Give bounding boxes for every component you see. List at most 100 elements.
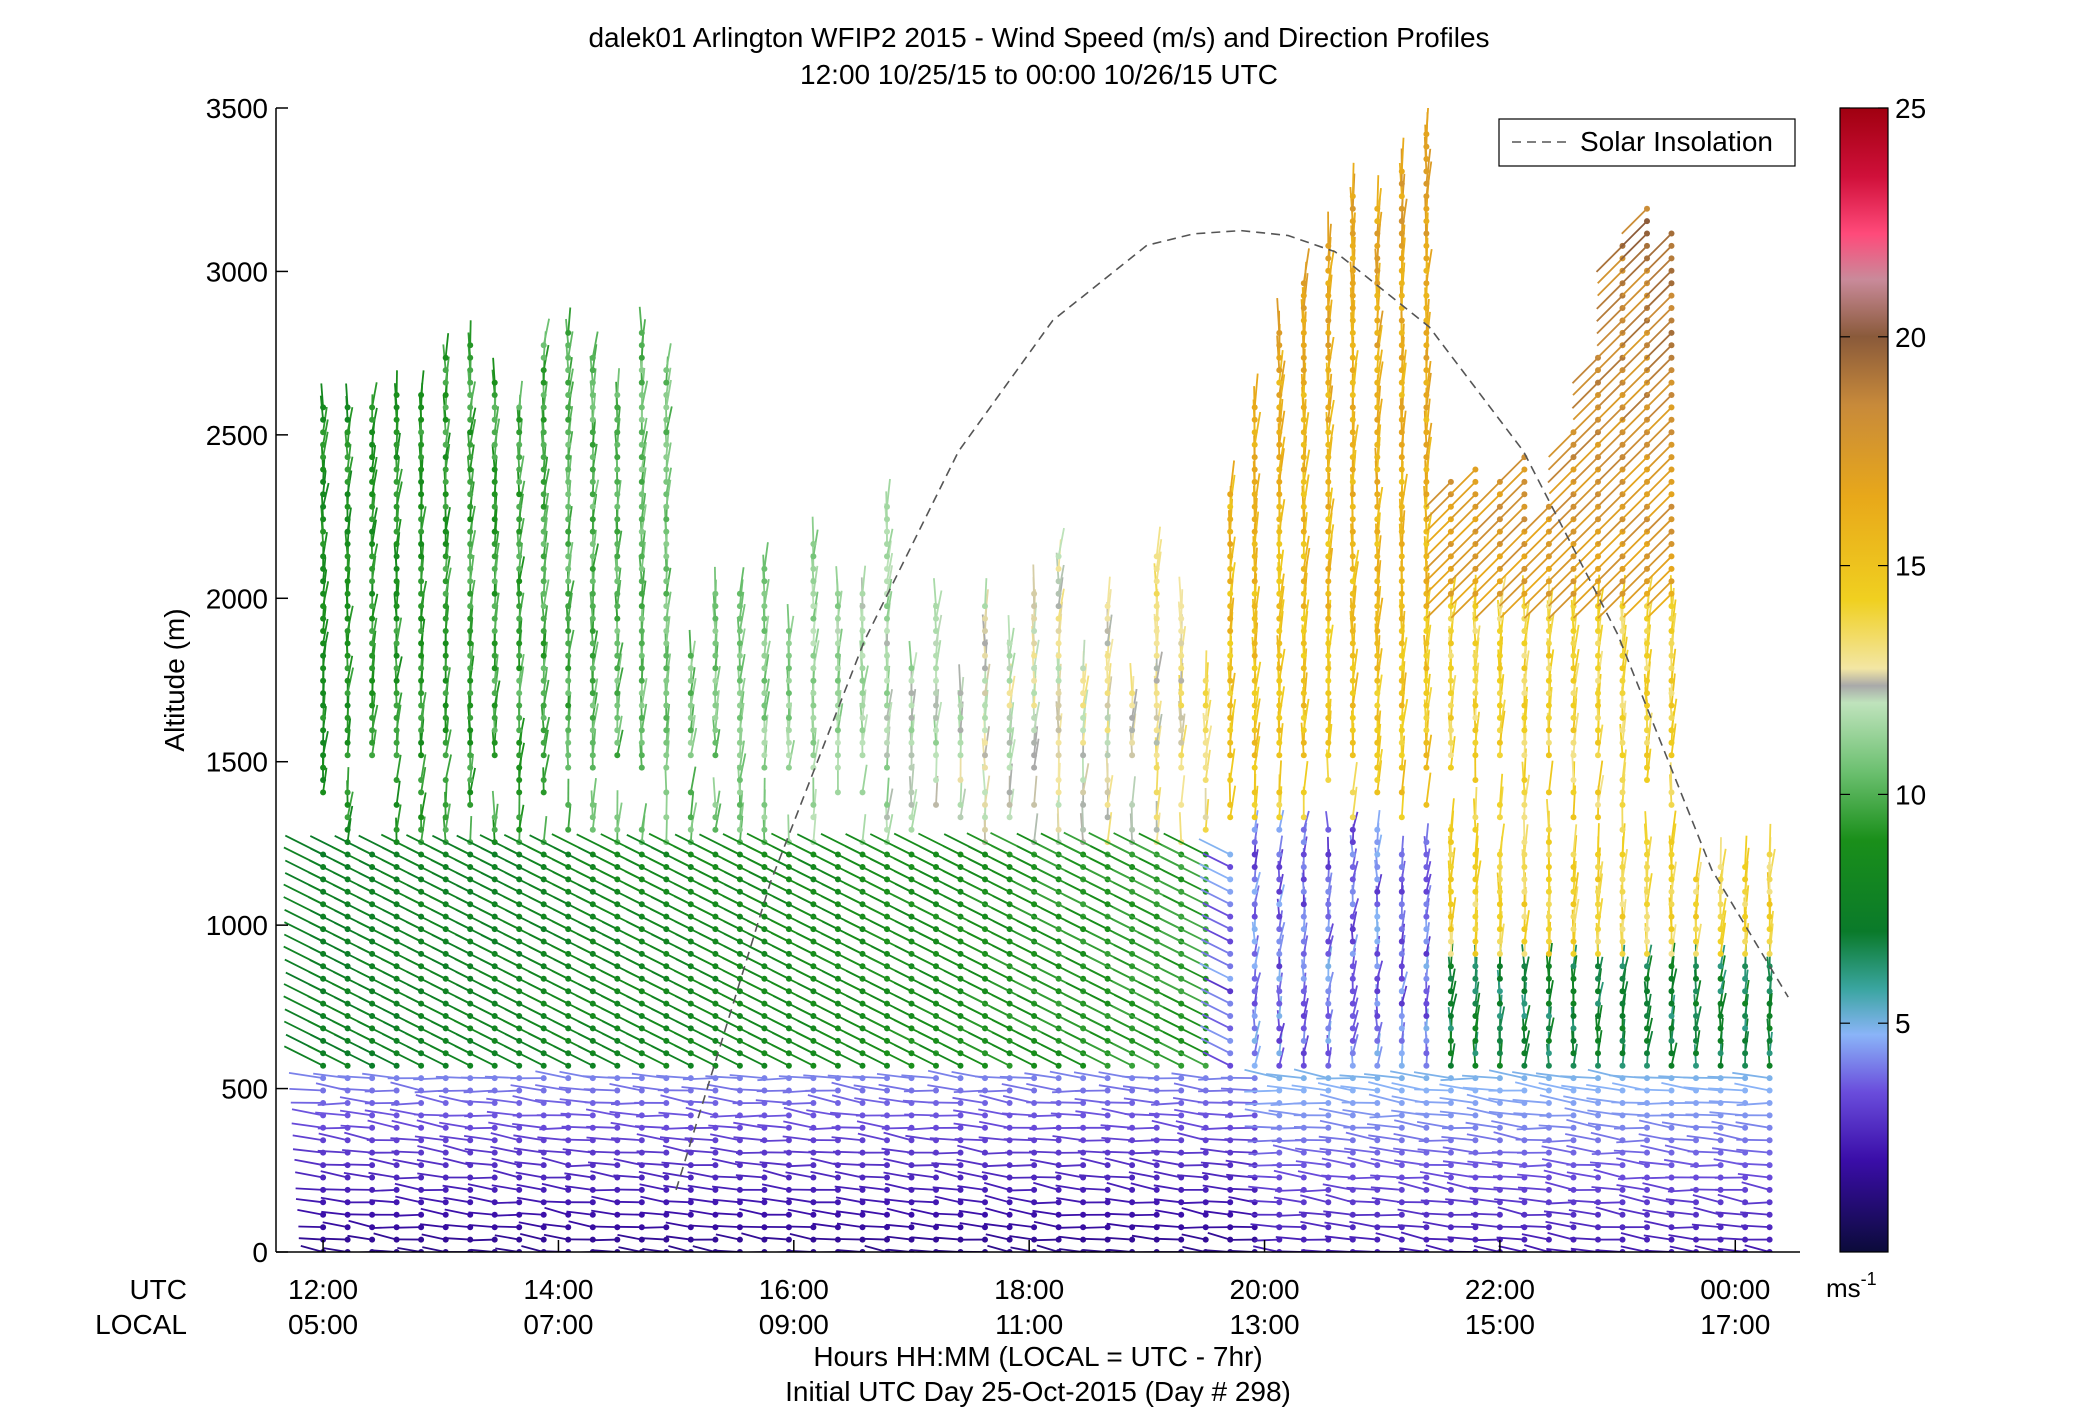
wind-barb-dot (859, 727, 866, 734)
wind-barb-dot (516, 727, 523, 734)
wind-barb-dot (1227, 652, 1234, 659)
wind-barb-dot (614, 416, 621, 423)
wind-barb (712, 777, 717, 805)
wind-barb-dot (1153, 789, 1160, 796)
wind-barb (763, 640, 771, 669)
wind-barb (292, 1134, 324, 1142)
wind-barb-dot (1202, 814, 1209, 821)
wind-barb-dot (320, 454, 327, 461)
wind-barb-dot (638, 441, 645, 448)
wind-barb-dot (1227, 565, 1234, 572)
wind-barb (929, 1114, 961, 1117)
wind-barb-dot (957, 1112, 964, 1119)
wind-barb-dot (467, 727, 474, 734)
wind-barb (590, 1170, 618, 1179)
wind-barb (321, 1210, 348, 1216)
wind-barb (518, 380, 523, 408)
wind-barb-dot (467, 739, 474, 746)
wind-barb (591, 1188, 618, 1192)
wind-barb-dot (516, 1062, 523, 1069)
wind-barb (1131, 1234, 1157, 1241)
wind-barb (340, 1124, 373, 1129)
wind-barb-dot (1080, 801, 1087, 808)
wind-barb-dot (1276, 379, 1283, 386)
wind-barb-dot (614, 1062, 621, 1069)
wind-barb-dot (442, 590, 449, 597)
wind-barb-dot (320, 590, 327, 597)
wind-barb-dot (491, 1162, 498, 1169)
wind-barb-dot (1349, 926, 1356, 933)
wind-barb-dot (1227, 901, 1234, 908)
wind-barb-dot (614, 1124, 621, 1131)
wind-barb-dot (834, 727, 841, 734)
wind-barb (568, 1220, 593, 1229)
wind-barb-dot (320, 528, 327, 535)
wind-barb-dot (1276, 1149, 1283, 1156)
wind-barb-dot (1104, 690, 1111, 697)
wind-barb-dot (589, 764, 596, 771)
wind-barb-dot (1031, 702, 1038, 709)
wind-barb (886, 478, 891, 507)
wind-barb-dot (1300, 628, 1307, 634)
wind-barb-dot (810, 565, 817, 572)
wind-barb-dot (565, 404, 572, 411)
wind-barb-dot (1227, 615, 1234, 622)
wind-barb (1276, 298, 1281, 333)
wind-barb-dot (1227, 628, 1234, 634)
wind-barb-dot (1031, 1062, 1038, 1069)
wind-barb-dot (1349, 1000, 1356, 1007)
wind-barb (368, 1171, 397, 1179)
wind-barb-dot (516, 441, 523, 448)
wind-barb-dot (1006, 764, 1013, 771)
wind-barb-dot (712, 665, 719, 672)
wind-barb-dot (344, 1062, 351, 1069)
wind-barb-dot (393, 1062, 400, 1069)
wind-barb (300, 1245, 324, 1252)
wind-barb-dot (393, 752, 400, 759)
wind-barb-dot (1080, 777, 1087, 783)
wind-barb-dot (589, 367, 596, 374)
wind-barb (689, 766, 697, 793)
wind-barb-dot (614, 392, 621, 398)
wind-barb (334, 1046, 373, 1067)
wind-barb (319, 1163, 348, 1166)
wind-barb (636, 1133, 667, 1142)
wind-barb-dot (589, 541, 596, 547)
wind-barb (699, 1044, 741, 1067)
wind-barb-dot (467, 764, 474, 771)
wind-barb-dot (491, 1211, 498, 1218)
wind-barb (821, 1044, 863, 1067)
wind-barb-dot (712, 801, 719, 808)
wind-barb-dot (1178, 1100, 1185, 1106)
wind-barb (373, 1232, 397, 1241)
wind-barb-dot (614, 615, 621, 622)
wind-barb-dot (516, 652, 523, 659)
wind-barb (469, 1224, 495, 1229)
wind-barb-dot (785, 727, 792, 734)
wind-barb-dot (320, 429, 327, 436)
wind-barb (320, 383, 324, 408)
wind-barb-dot (687, 789, 694, 796)
wind-barb-dot (736, 677, 743, 684)
wind-barb-dot (834, 1087, 841, 1094)
wind-barb-dot (344, 801, 351, 808)
wind-barb-dot (1300, 454, 1307, 461)
wind-barb-dot (369, 565, 376, 572)
wind-barb-dot (1300, 367, 1307, 374)
wind-barb (444, 1224, 471, 1229)
wind-barb-dot (393, 615, 400, 622)
wind-barb-dot (884, 826, 890, 833)
wind-barb (616, 368, 620, 396)
wind-barb-dot (565, 801, 572, 808)
wind-barb-dot (736, 1062, 743, 1069)
wind-barb (1033, 775, 1038, 805)
wind-barb-dot (638, 764, 645, 771)
wind-barb (591, 331, 599, 358)
wind-barb-dot (320, 727, 327, 734)
wind-barb-dot (663, 491, 670, 498)
wind-barb-dot (1276, 541, 1283, 547)
wind-barb-dot (1227, 528, 1234, 535)
wind-barb-dot (785, 764, 792, 771)
wind-barb-dot (491, 652, 498, 659)
wind-barb-dot (589, 752, 596, 759)
